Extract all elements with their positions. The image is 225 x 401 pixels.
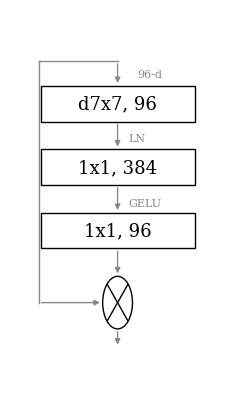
Text: 96-d: 96-d — [136, 69, 161, 79]
Text: LN: LN — [128, 134, 145, 144]
Text: d7x7, 96: d7x7, 96 — [78, 95, 156, 113]
Circle shape — [102, 277, 132, 329]
Text: 1x1, 384: 1x1, 384 — [78, 159, 156, 177]
Text: 1x1, 96: 1x1, 96 — [83, 222, 151, 240]
FancyBboxPatch shape — [40, 213, 194, 249]
Text: GELU: GELU — [128, 198, 160, 208]
FancyBboxPatch shape — [40, 150, 194, 186]
FancyBboxPatch shape — [40, 87, 194, 122]
